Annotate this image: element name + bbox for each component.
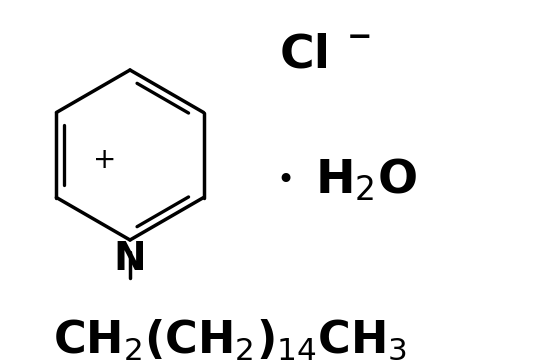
Text: CH$_2$(CH$_2$)$_{14}$CH$_3$: CH$_2$(CH$_2$)$_{14}$CH$_3$ — [53, 318, 407, 362]
Text: H$_2$O: H$_2$O — [315, 157, 417, 203]
Text: +: + — [94, 146, 117, 174]
Text: Cl: Cl — [280, 33, 331, 77]
Text: N: N — [114, 240, 146, 278]
Text: •: • — [276, 165, 294, 194]
Text: −: − — [347, 24, 373, 52]
